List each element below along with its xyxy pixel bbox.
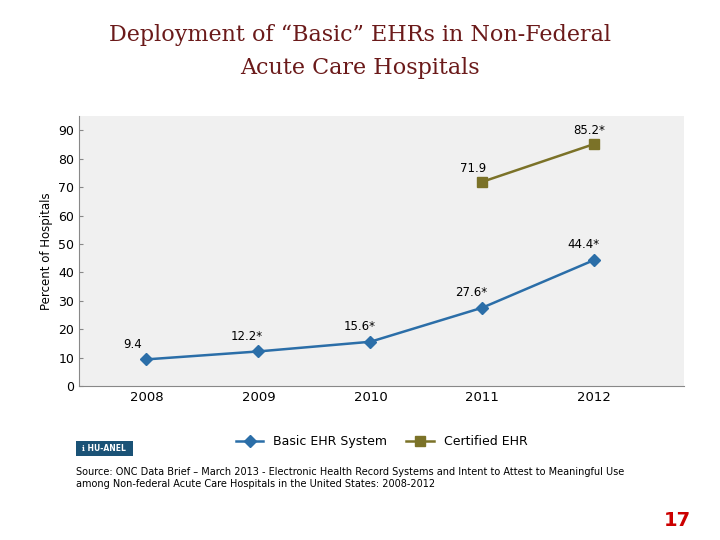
Y-axis label: Percent of Hospitals: Percent of Hospitals — [40, 192, 53, 310]
Legend: Basic EHR System, Certified EHR: Basic EHR System, Certified EHR — [231, 430, 532, 453]
Text: 17: 17 — [664, 511, 691, 530]
Text: ℹ HU-ANEL: ℹ HU-ANEL — [83, 444, 126, 453]
Text: Deployment of “Basic” EHRs in Non-Federal: Deployment of “Basic” EHRs in Non-Federa… — [109, 24, 611, 46]
Text: 85.2*: 85.2* — [573, 124, 605, 137]
Text: 15.6*: 15.6* — [343, 320, 375, 333]
Text: 71.9: 71.9 — [460, 161, 487, 174]
Text: 44.4*: 44.4* — [567, 238, 599, 251]
Text: Acute Care Hospitals: Acute Care Hospitals — [240, 57, 480, 79]
Text: 27.6*: 27.6* — [455, 286, 487, 299]
Text: 9.4: 9.4 — [124, 338, 143, 351]
Text: Source: ONC Data Brief – March 2013 - Electronic Health Record Systems and Inten: Source: ONC Data Brief – March 2013 - El… — [76, 467, 624, 489]
Text: 12.2*: 12.2* — [231, 330, 264, 343]
